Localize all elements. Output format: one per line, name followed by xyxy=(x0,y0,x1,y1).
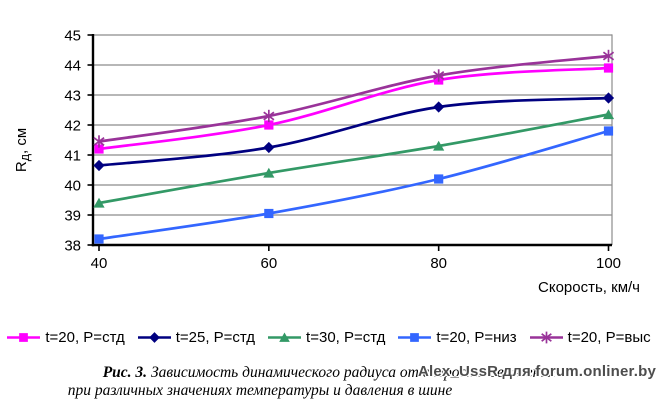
y-tick-label: 44 xyxy=(64,58,81,75)
triangle-marker-icon xyxy=(93,197,105,208)
y-tick-label: 41 xyxy=(64,148,81,165)
y-tick-label: 39 xyxy=(64,208,81,225)
series-line xyxy=(98,129,609,241)
series-line xyxy=(98,96,609,167)
x-tick-label: 60 xyxy=(260,255,277,272)
legend-label: t=30, P=стд xyxy=(306,329,386,346)
square-marker-icon xyxy=(603,63,614,73)
series-line xyxy=(98,54,609,143)
square-marker-icon xyxy=(94,234,104,244)
legend-item: t=25, P=стд xyxy=(137,329,256,346)
diamond-legend-icon xyxy=(137,332,171,343)
caption-line-1: Рис. 3. Зависимость динамического радиус… xyxy=(0,364,658,382)
x-axis-title: Скорость, км/ч xyxy=(538,279,640,296)
diamond-marker-icon xyxy=(263,141,275,154)
star-marker-icon xyxy=(93,135,105,148)
triangle-legend-icon xyxy=(268,332,302,342)
star-marker-icon xyxy=(433,69,445,82)
legend-item: t=20, P=выс xyxy=(529,329,651,346)
diamond-marker-icon xyxy=(93,159,105,172)
legend: t=20, P=стд t=25, P=стд t=30, P=стд t=20, P… xyxy=(0,329,658,346)
legend-label: t=20, P=низ xyxy=(436,329,517,346)
square-marker-icon xyxy=(603,126,614,136)
star-marker-icon xyxy=(602,49,615,63)
star-marker-icon xyxy=(263,109,275,123)
legend-label: t=25, P=стд xyxy=(175,329,256,346)
diamond-marker-icon xyxy=(433,101,445,113)
legend-label: t=20, P=стд xyxy=(45,329,125,346)
y-tick-label: 38 xyxy=(64,238,81,255)
x-tick-label: 100 xyxy=(596,255,621,272)
square-marker-icon xyxy=(19,333,29,342)
legend-item: t=30, P=стд xyxy=(268,329,385,346)
triangle-marker-icon xyxy=(279,332,290,342)
square-marker-icon xyxy=(94,144,104,154)
chart-plot: 45 44 43 42 41 40 39 38 40 60 80 100 Скорость, км/ч R… xyxy=(13,28,640,297)
triangle-marker-icon xyxy=(602,109,615,120)
x-tick-label: 40 xyxy=(91,255,108,272)
caption-text-1: Зависимость динамического радиуса от ско… xyxy=(150,364,556,381)
star-legend-icon xyxy=(529,331,563,344)
square-marker-icon xyxy=(410,333,420,342)
diamond-marker-icon xyxy=(148,332,160,343)
legend-item: t=20, P=низ xyxy=(398,329,517,346)
diamond-marker-icon xyxy=(602,92,615,104)
figure-caption: Рис. 3. Зависимость динамического радиус… xyxy=(0,364,658,400)
caption-number: Рис. 3. xyxy=(102,364,148,381)
square-legend-icon xyxy=(398,333,432,342)
triangle-marker-icon xyxy=(263,167,275,178)
y-tick-label: 42 xyxy=(64,118,81,135)
legend-item: t=20, P=стд xyxy=(7,329,125,346)
caption-text-2: при различных значениях температуры и да… xyxy=(67,382,453,399)
y-tick-label: 43 xyxy=(64,88,81,105)
legend-label: t=20, P=выс xyxy=(567,329,651,346)
square-marker-icon xyxy=(264,208,274,219)
x-tick-label: 80 xyxy=(430,255,447,272)
series-line xyxy=(98,113,609,205)
watermark: Alex_UssR для forum.onliner.by xyxy=(417,363,656,380)
square-legend-icon xyxy=(7,333,41,342)
y-axis-title: Rд, см xyxy=(13,128,32,172)
square-marker-icon xyxy=(434,174,444,184)
y-tick-label: 45 xyxy=(64,28,81,45)
series-line xyxy=(98,66,609,151)
star-marker-icon xyxy=(540,331,552,344)
square-marker-icon xyxy=(264,120,274,130)
y-tick-label: 40 xyxy=(64,178,81,195)
triangle-marker-icon xyxy=(433,140,445,151)
